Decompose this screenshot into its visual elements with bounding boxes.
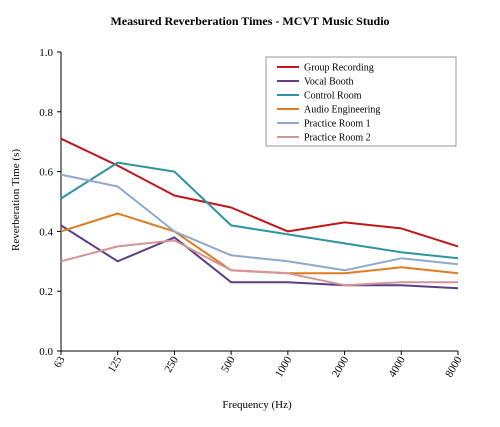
x-axis-label: Frequency (Hz) — [222, 399, 292, 411]
legend-label: Practice Room 2 — [304, 133, 371, 144]
x-tick-label: 63 — [52, 354, 68, 370]
legend-box — [265, 56, 457, 147]
legend-label: Control Room — [304, 91, 362, 102]
x-tick-label: 500 — [219, 354, 238, 375]
legend-label: Practice Room 1 — [304, 119, 371, 130]
x-tick-label: 1000 — [273, 354, 295, 379]
series-line-6 — [60, 239, 458, 287]
chart-title: Measured Reverberation Times - MCVT Musi… — [110, 14, 389, 28]
series-line-4 — [60, 212, 459, 275]
series-line-5 — [60, 173, 459, 272]
x-tick-label: 250 — [162, 354, 181, 375]
legend: Group Recording Vocal Booth Control Room Au… — [265, 56, 457, 147]
legend-label: Vocal Booth — [304, 77, 354, 88]
series-line-3 — [60, 161, 459, 260]
y-tick-label: 0.6 — [39, 167, 53, 179]
y-tick-label: 1.0 — [39, 47, 53, 59]
y-tick-label: 0.0 — [39, 346, 53, 358]
y-tick-label: 0.2 — [39, 286, 53, 298]
series-line-1 — [60, 137, 459, 248]
y-tick-label: 0.4 — [39, 226, 53, 238]
series-lines — [60, 137, 459, 290]
x-tick-label: 8000 — [443, 354, 465, 379]
x-tick-label: 125 — [106, 354, 125, 375]
x-tick-label: 2000 — [330, 354, 352, 379]
series-line-2 — [60, 224, 459, 290]
y-axis-label: Reverberation Time (s) — [10, 149, 22, 251]
legend-label: Group Recording — [304, 63, 374, 74]
x-tick-label: 4000 — [386, 354, 408, 379]
y-tick-label: 0.8 — [39, 107, 53, 119]
legend-label: Audio Engineering — [304, 105, 380, 116]
